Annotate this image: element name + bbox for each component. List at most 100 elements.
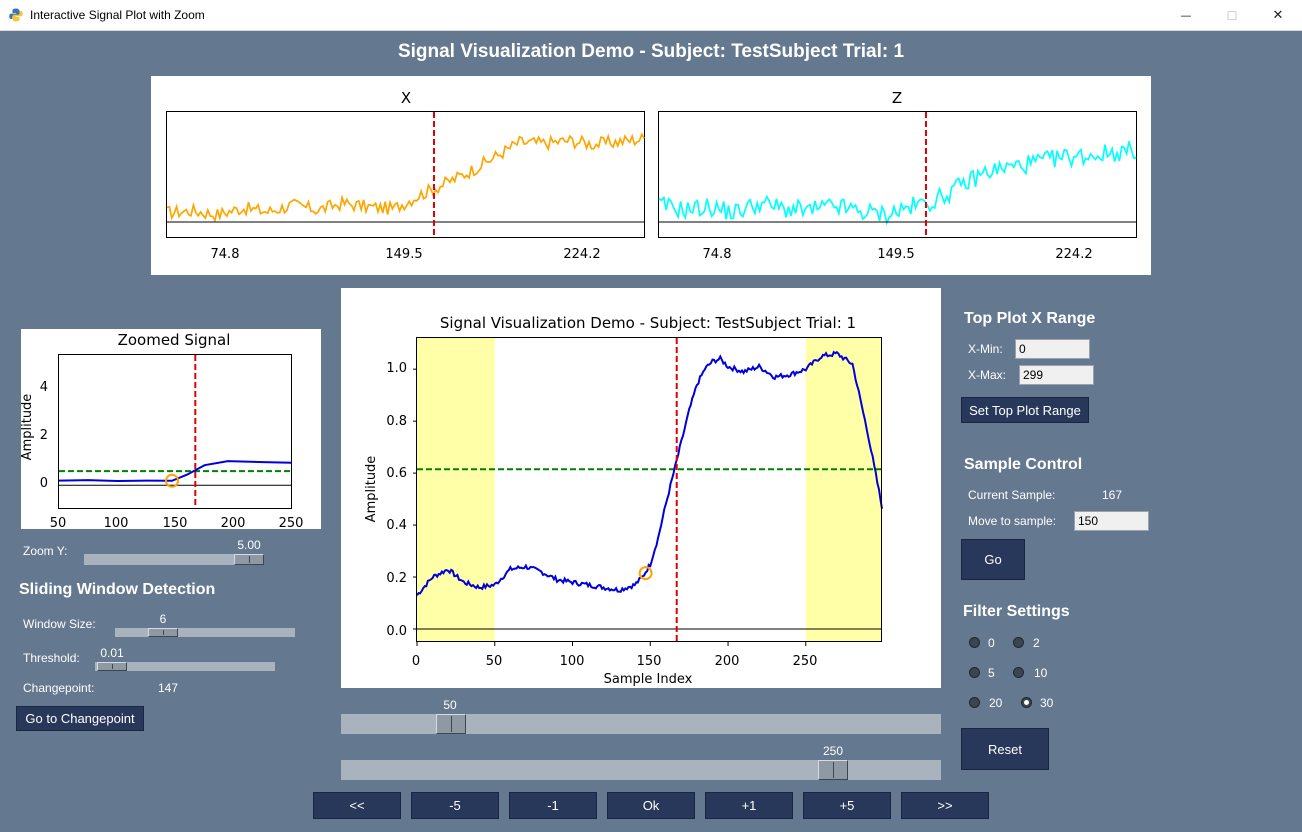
window-size-label: Window Size: [23,617,96,631]
xmin-label: X-Min: [968,342,1003,356]
top-plots-panel: X Z 74.8 149.5 224.2 74.8 149.5 224.2 [151,76,1151,275]
filter-radio-2[interactable] [1013,637,1024,648]
top-range-header: Top Plot X Range [964,310,1096,327]
filter-radio-5[interactable] [969,667,980,678]
range-end-slider[interactable] [341,760,941,780]
main-plot-title: Signal Visualization Demo - Subject: Tes… [440,314,856,332]
filter-radio-label: 10 [1034,666,1048,680]
range-end-value: 250 [822,744,844,758]
signal-line [58,460,293,483]
filter-radio-20[interactable] [969,697,980,708]
reset-button[interactable]: Reset [961,728,1049,770]
threshold-value: 0.01 [100,646,124,660]
main-xtick: 250 [793,654,818,669]
main-xtick: 50 [486,654,503,669]
signal-line [166,132,645,223]
top-plot-z-lines [658,112,1137,238]
zoom-y-slider-thumb[interactable] [234,554,264,565]
signal-line [658,141,1137,226]
zoomed-xtick: 250 [279,516,304,529]
xmax-label: X-Max: [968,368,1007,382]
filter-radio-30[interactable] [1021,697,1032,708]
zoomed-ytick: 4 [40,380,48,395]
main-plot-ylabel: Amplitude [364,456,379,523]
sample-control-header: Sample Control [964,456,1083,473]
zoomed-xtick: 150 [163,516,188,529]
xmax-input[interactable]: 299 [1019,365,1094,385]
top-plot-z-tick: 149.5 [877,247,914,262]
page-title: Signal Visualization Demo - Subject: Tes… [397,41,905,62]
top-plot-z-frame [658,111,1137,238]
zoomed-xtick: 50 [50,516,67,529]
threshold-slider[interactable] [95,662,275,671]
threshold-slider-thumb[interactable] [97,662,127,671]
nav-plus5-button[interactable]: +5 [803,792,891,819]
main-ytick: 1.0 [386,361,407,376]
filter-radio-10[interactable] [1013,667,1024,678]
main-ytick: 0.0 [386,624,407,639]
set-top-range-button[interactable]: Set Top Plot Range [961,397,1089,423]
range-start-slider-thumb[interactable] [436,714,466,734]
maximize-icon: ☐ [1226,8,1238,23]
zoomed-xtick: 200 [221,516,246,529]
main-plot-canvas: Signal Visualization Demo - Subject: Tes… [364,314,883,687]
top-plot-z-title: Z [892,89,902,107]
xmin-input[interactable]: 0 [1015,339,1090,359]
top-plot-x-tick: 224.2 [563,247,600,262]
top-plot-x-tick: 149.5 [385,247,422,262]
main-ytick: 0.2 [386,571,407,586]
range-start-slider[interactable] [341,714,941,734]
current-sample-value: 167 [1102,488,1123,502]
close-icon: ✕ [1272,8,1284,23]
python-app-icon [9,8,23,22]
window-titlebar: Interactive Signal Plot with Zoom — ☐ ✕ [0,0,1302,31]
changepoint-marker [165,473,180,488]
main-xtick: 100 [560,654,585,669]
main-plot-frame [416,337,882,642]
top-plot-x-lines [166,112,645,238]
shaded-region [417,338,495,642]
minimize-button[interactable]: — [1163,0,1209,31]
top-plot-x-title: X [401,89,411,107]
go-button[interactable]: Go [961,539,1025,580]
zoom-y-slider[interactable] [84,554,264,565]
close-button[interactable]: ✕ [1255,0,1301,31]
window-size-slider[interactable] [115,628,295,637]
zoomed-signal-panel: Zoomed Signal Amplitude 4 2 0 50 100 150… [20,329,321,531]
filter-radio-0[interactable] [969,637,980,648]
nav-minus1-button[interactable]: -1 [509,792,597,819]
zoomed-signal-canvas: Zoomed Signal Amplitude 4 2 0 50 100 150… [20,331,304,531]
nav-first-button[interactable]: << [313,792,401,819]
filter-radio-label: 2 [1033,636,1040,650]
nav-ok-button[interactable]: Ok [607,792,695,819]
signal-line [416,350,883,596]
zoom-y-value: 5.00 [237,538,261,552]
zoomed-ytick: 2 [40,428,48,443]
changepoint-label: Changepoint: [23,681,95,695]
main-ytick: 0.4 [386,518,407,533]
nav-plus1-button[interactable]: +1 [705,792,793,819]
go-to-changepoint-button[interactable]: Go to Changepoint [16,706,144,731]
sliding-window-header: Sliding Window Detection [19,581,216,598]
current-sample-label: Current Sample: [968,488,1056,502]
filter-radio-label: 5 [988,666,995,680]
zoomed-ylabel: Amplitude [21,394,35,461]
main-ytick: 0.6 [386,466,407,481]
top-plot-x-frame [166,111,645,238]
window-size-slider-thumb[interactable] [148,628,178,637]
range-end-slider-thumb[interactable] [818,760,848,780]
nav-last-button[interactable]: >> [901,792,989,819]
threshold-label: Threshold: [23,651,80,665]
maximize-button[interactable]: ☐ [1209,0,1255,31]
top-plot-x-tick: 74.8 [211,247,240,262]
nav-minus5-button[interactable]: -5 [411,792,499,819]
top-plots-canvas: X Z 74.8 149.5 224.2 74.8 149.5 224.2 [166,89,1137,262]
top-plot-z-tick: 224.2 [1055,247,1092,262]
window-title: Interactive Signal Plot with Zoom [30,8,205,22]
zoomed-plot-lines [58,355,293,509]
filter-radio-label: 30 [1040,696,1054,710]
move-to-sample-input[interactable]: 150 [1074,511,1149,531]
zoomed-frame [58,354,292,509]
main-xtick: 150 [637,654,662,669]
zoomed-xtick: 100 [104,516,129,529]
